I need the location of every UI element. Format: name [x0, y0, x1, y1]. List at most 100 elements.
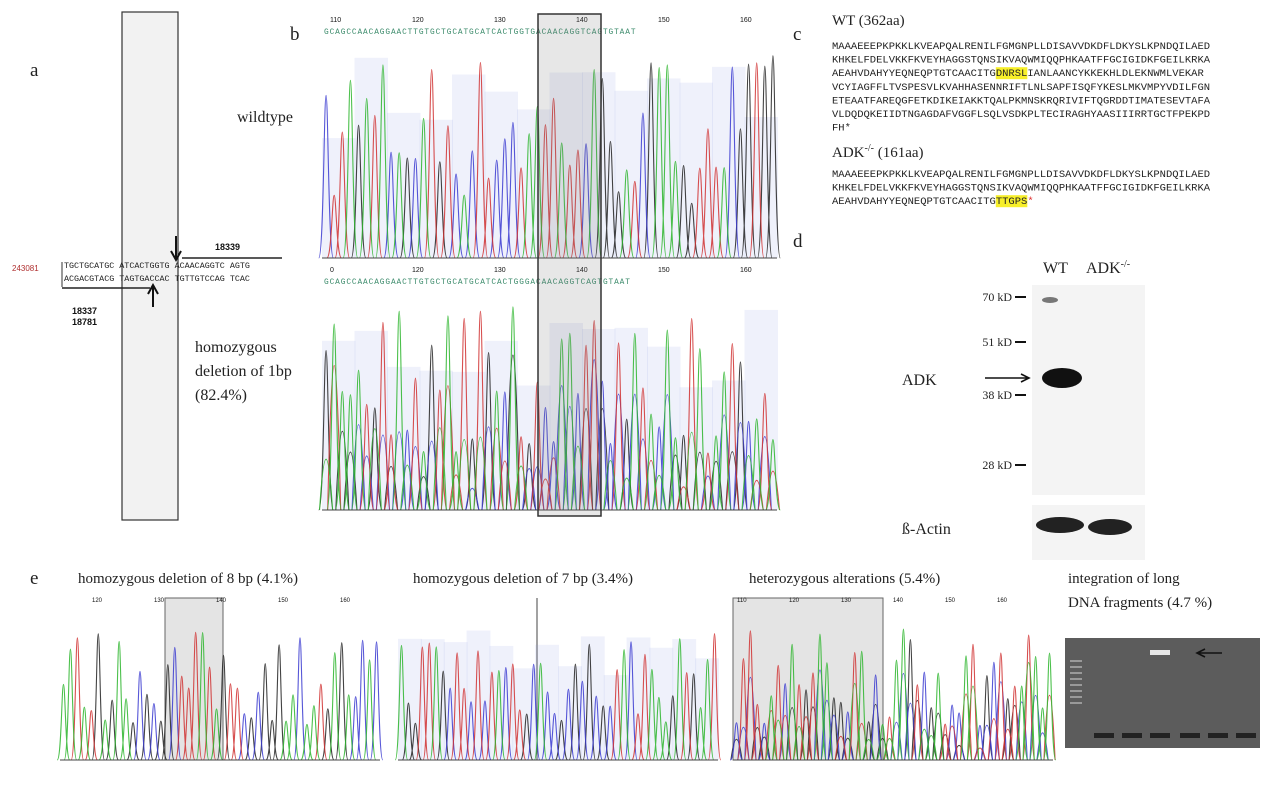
sequence-line: FH*	[832, 123, 851, 135]
trace-caption: homozygous	[195, 339, 277, 356]
ladder-band	[1070, 702, 1082, 704]
genotype: -/-	[865, 143, 874, 154]
gel-band	[1180, 733, 1200, 738]
gel-band	[1150, 650, 1170, 655]
trace-tick: 130	[841, 598, 852, 604]
page: { "panel_a": {"label": "a", "coordinate"…	[0, 0, 1263, 787]
gel-band	[1208, 733, 1228, 738]
gel-title: integration of long	[1068, 571, 1180, 587]
protein-length: (161aa)	[874, 145, 924, 161]
trace-tick: 130	[494, 267, 506, 274]
trace-tick: 140	[893, 598, 904, 604]
sequence-line: AEAHVDAHYYEQNEQPTGTCAACITGDNRSLIANLAANCY…	[832, 68, 1204, 80]
trace-tick: 0	[330, 267, 334, 274]
marker-label: 51 kD	[982, 335, 1012, 349]
ladder-band	[1070, 666, 1082, 668]
blot-band	[1042, 297, 1058, 303]
sequence-segment: KHKELFDELVKKFKVEYHAGGSTQNSIKVAQWMIQQPHKA…	[832, 55, 1211, 67]
panel-label: e	[30, 568, 38, 589]
sequence-line: MAAAEEEPKPKKLKVEAPQALRENILFGMGNPLLDISAVV…	[832, 41, 1210, 53]
trace-tick: 130	[494, 17, 506, 24]
loading-control: ß-Actin	[902, 521, 951, 538]
quality-bar	[712, 67, 746, 258]
ladder-band	[1070, 684, 1082, 686]
trace-tick: 120	[412, 267, 424, 274]
gel-band	[1122, 733, 1142, 738]
sequence-segment: FH*	[832, 123, 851, 135]
lane-name: ADK	[1086, 260, 1121, 277]
sequence-segment: *	[1027, 196, 1033, 208]
ladder-band	[1070, 690, 1082, 692]
trace-tick: 150	[658, 267, 670, 274]
blot-band	[1036, 517, 1084, 533]
trace-tick: 120	[789, 598, 800, 604]
coordinate: 243081	[12, 264, 39, 273]
trace-tick: 150	[945, 598, 956, 604]
panel-label: b	[290, 24, 300, 45]
figure: a 243081 TGCTGCATGC ATCACTGGTG ACAACAGGT…	[0, 0, 1263, 787]
lane-label: WT	[1043, 260, 1068, 277]
blot	[1032, 285, 1145, 495]
sequences: MAAAEEEPKPKKLKVEAPQALRENILFGMGNPLLDISAVV…	[832, 41, 1211, 208]
trace-title: homozygous deletion of 8 bp (4.1%)	[78, 571, 298, 587]
marker-label: 38 kD	[982, 388, 1012, 402]
protein-label: ADK	[902, 372, 937, 389]
band-arrow	[985, 374, 1029, 382]
trace-caption: deletion of 1bp	[195, 363, 292, 380]
gel-title: DNA fragments (4.7 %)	[1068, 595, 1212, 611]
ladder-band	[1070, 672, 1082, 674]
primer-label: 18337	[72, 306, 97, 316]
sequence-segment: TTGPS	[996, 196, 1028, 208]
quality-bar	[695, 658, 719, 760]
trace-tick: 140	[216, 598, 227, 604]
sequence-segment: VCYIAGFFLTVSPESVLKVAHHASENNRIFTLNLSAPFIS…	[832, 82, 1210, 94]
trace-tick: 160	[340, 598, 351, 604]
trace-title: heterozygous alterations (5.4%)	[749, 571, 940, 587]
sequence-segment: DNRSL	[996, 68, 1028, 80]
highlight-box	[538, 14, 601, 516]
trace-tick: 120	[92, 598, 103, 604]
sequence-line: MAAAEEEPKPKKLKVEAPQALRENILFGMGNPLLDISAVV…	[832, 169, 1210, 181]
sequence-segment: VLDQDQKEIIDTNGAGDAFVGGFLSQLVSDKPLTECIRAG…	[832, 109, 1210, 121]
gel-band	[1236, 733, 1256, 738]
trace-tick: 160	[740, 267, 752, 274]
sequence-segment: AEAHVDAHYYEQNEQPTGTCAACITG	[832, 196, 996, 208]
top-strand: TGCTGCATGC ATCACTGGTG ACAACAGGTC AGTG	[64, 261, 250, 271]
trace-tick: 150	[658, 17, 670, 24]
sequence-segment: MAAAEEEPKPKKLKVEAPQALRENILFGMGNPLLDISAVV…	[832, 41, 1210, 53]
trace-tick: 160	[740, 17, 752, 24]
ladder-band	[1070, 660, 1082, 662]
sequence-segment: MAAAEEEPKPKKLKVEAPQALRENILFGMGNPLLDISAVV…	[832, 169, 1210, 181]
ladder-band	[1070, 696, 1082, 698]
blot-band	[1088, 519, 1132, 535]
primer-label: 18339	[215, 242, 240, 252]
panel-label: a	[30, 60, 39, 81]
body: a 243081 TGCTGCATGC ATCACTGGTG ACAACAGGT…	[0, 0, 1263, 787]
sequence-segment: IANLAANCYKKEKHLDLEKNWMLVEKAR	[1027, 68, 1204, 80]
sequence-line: KHKELFDELVKKFKVEYHAGGSTQNSIKVAQWMIQQPHKA…	[832, 55, 1211, 67]
blot	[1032, 505, 1145, 560]
sequence-line: AEAHVDAHYYEQNEQPTGTCAACITGTTGPS*	[832, 196, 1034, 208]
primer-label: 18781	[72, 317, 97, 327]
sequence-segment: AEAHVDAHYYEQNEQPTGTCAACITG	[832, 68, 996, 80]
trace-tick: 130	[154, 598, 165, 604]
ladder-band	[1070, 678, 1082, 680]
lane-label: ADK-/-	[1086, 259, 1130, 277]
trace-caption: wildtype	[237, 109, 293, 126]
sequence-segment: KHKELFDELVKKFKVEYHAGGSTQNSIKVAQWMIQQPHKA…	[832, 183, 1211, 195]
markers: 70 kD51 kD38 kD28 kD	[982, 290, 1026, 472]
sequence-line: VLDQDQKEIIDTNGAGDAFVGGFLSQLVSDKPLTECIRAG…	[832, 109, 1210, 121]
sequence-line: KHKELFDELVKKFKVEYHAGGSTQNSIKVAQWMIQQPHKA…	[832, 183, 1211, 195]
genotype: -/-	[1121, 259, 1130, 270]
sequence-line: ETEAATFAREQGFETKDIKEIAKKTQALPKMNSKRQRIVI…	[832, 95, 1211, 107]
gel-band	[1094, 733, 1114, 738]
bottom-strand: ACGACGTACG TAGTGACCAC TGTTGTCCAG TCAC	[64, 274, 250, 284]
trace-tick: 120	[412, 17, 424, 24]
gel-band	[1150, 733, 1170, 738]
trace-title: homozygous deletion of 7 bp (3.4%)	[413, 571, 633, 587]
trace-tick: 110	[330, 17, 341, 24]
trace-caption: (82.4%)	[195, 387, 247, 404]
sequence-segment: ETEAATFAREQGFETKDIKEIAKKTQALPKMNSKRQRIVI…	[832, 95, 1211, 107]
trace-tick: 150	[278, 598, 289, 604]
